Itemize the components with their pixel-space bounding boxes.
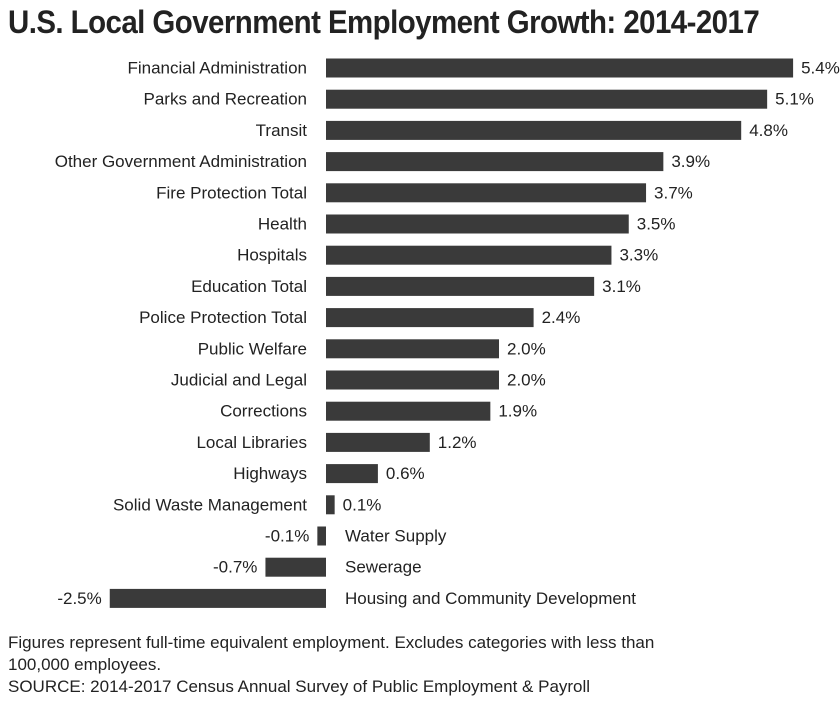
bar-1 — [326, 89, 768, 109]
value-label: 5.4% — [801, 59, 840, 78]
category-label: Transit — [256, 121, 308, 140]
category-label: Hospitals — [237, 246, 307, 265]
value-label: 3.1% — [602, 277, 641, 296]
category-label: Education Total — [191, 277, 307, 296]
chart-notes: Figures represent full-time equivalent e… — [8, 632, 836, 698]
bar-5 — [326, 214, 629, 234]
bar-7 — [326, 276, 595, 296]
bar-6 — [326, 245, 612, 265]
category-label: Water Supply — [345, 527, 447, 546]
value-label: 0.6% — [386, 464, 425, 483]
bar-12 — [326, 432, 430, 452]
value-label: 1.2% — [438, 433, 477, 452]
value-label: 3.5% — [637, 215, 676, 234]
bar-0 — [326, 58, 794, 78]
category-label: Police Protection Total — [139, 308, 307, 327]
category-label: Sewerage — [345, 558, 422, 577]
value-label: 2.0% — [507, 371, 546, 390]
value-label: -0.7% — [213, 558, 257, 577]
category-label: Corrections — [220, 402, 307, 421]
category-label: Housing and Community Development — [345, 589, 636, 608]
value-label: 2.4% — [542, 308, 581, 327]
category-label: Local Libraries — [196, 433, 307, 452]
labels-layer: Financial Administration 5.4% Parks and Re… — [55, 59, 840, 608]
bar-16 — [265, 557, 326, 577]
category-label: Other Government Administration — [55, 152, 307, 171]
chart-title: U.S. Local Government Employment Growth:… — [8, 4, 760, 40]
bar-chart: Financial Administration 5.4% Parks and Re… — [55, 58, 840, 608]
bars-layer — [109, 58, 794, 608]
category-label: Parks and Recreation — [144, 90, 307, 109]
value-label: 4.8% — [749, 121, 788, 140]
source-note: SOURCE: 2014-2017 Census Annual Survey o… — [8, 677, 591, 696]
value-label: 2.0% — [507, 339, 546, 358]
category-label: Health — [258, 215, 307, 234]
note-line-1: Figures represent full-time equivalent e… — [8, 633, 655, 652]
category-label: Fire Protection Total — [156, 183, 307, 202]
bar-10 — [326, 370, 499, 390]
bar-3 — [326, 152, 664, 172]
category-label: Highways — [233, 464, 307, 483]
category-label: Solid Waste Management — [113, 495, 307, 514]
value-label: -0.1% — [265, 527, 309, 546]
value-label: 3.7% — [654, 183, 693, 202]
value-label: 1.9% — [498, 402, 537, 421]
value-label: 3.9% — [671, 152, 710, 171]
bar-9 — [326, 339, 499, 359]
bar-15 — [317, 526, 326, 546]
bar-11 — [326, 401, 491, 421]
bar-13 — [326, 464, 378, 484]
category-label: Financial Administration — [127, 59, 307, 78]
value-label: 3.3% — [619, 246, 658, 265]
bar-14 — [326, 495, 335, 515]
value-label: 0.1% — [343, 495, 382, 514]
bar-4 — [326, 183, 647, 203]
value-label: -2.5% — [57, 589, 101, 608]
bar-2 — [326, 120, 742, 140]
category-label: Judicial and Legal — [171, 371, 307, 390]
value-label: 5.1% — [775, 90, 814, 109]
note-line-2: 100,000 employees. — [8, 655, 162, 674]
bar-8 — [326, 308, 534, 328]
bar-17 — [109, 588, 326, 608]
category-label: Public Welfare — [198, 339, 307, 358]
